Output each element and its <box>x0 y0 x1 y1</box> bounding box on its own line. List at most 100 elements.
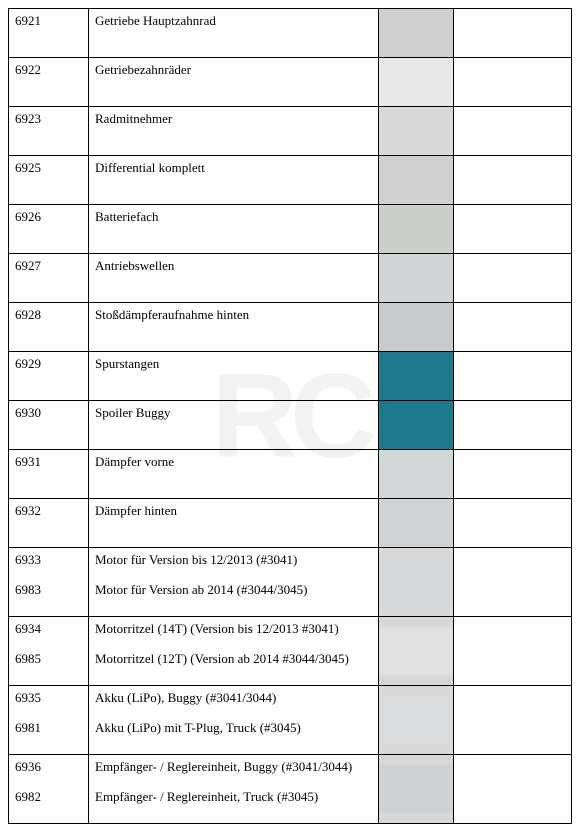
part-image-placeholder <box>379 696 453 744</box>
part-image-placeholder <box>379 58 453 106</box>
part-id-cell: 6921 <box>9 9 89 58</box>
part-desc: Dämpfer hinten <box>95 503 372 519</box>
part-id-cell: 6936 6982 <box>9 755 89 824</box>
padding-cell <box>454 107 572 156</box>
part-image-cell <box>379 450 454 499</box>
padding-cell <box>454 499 572 548</box>
part-image-placeholder <box>379 205 453 253</box>
part-image-cell <box>379 548 454 617</box>
part-desc-cell: Getriebe Hauptzahnrad <box>89 9 379 58</box>
part-desc: Differential komplett <box>95 160 372 176</box>
part-image-cell <box>379 303 454 352</box>
part-image-placeholder <box>379 558 453 606</box>
part-id-cell: 6923 <box>9 107 89 156</box>
part-id-cell: 6930 <box>9 401 89 450</box>
part-desc-cell: Motorritzel (14T) (Version bis 12/2013 #… <box>89 617 379 686</box>
part-image-cell <box>379 352 454 401</box>
table-row: 6927Antriebswellen <box>9 254 572 303</box>
part-desc-cell: Radmitnehmer <box>89 107 379 156</box>
part-id: 6922 <box>15 62 82 78</box>
part-id: 6981 <box>15 720 82 736</box>
padding-cell <box>454 156 572 205</box>
table-row: 6921 Getriebe Hauptzahnrad <box>9 9 572 58</box>
part-id: 6982 <box>15 789 82 805</box>
part-id: 6930 <box>15 405 82 421</box>
part-id: 6936 <box>15 759 82 775</box>
table-row: 6930Spoiler Buggy <box>9 401 572 450</box>
part-image-cell <box>379 9 454 58</box>
part-image-placeholder <box>379 401 453 449</box>
part-id-cell: 6925 <box>9 156 89 205</box>
table-row: 69356981 Akku (LiPo), Buggy (#3041/3044) A… <box>9 686 572 755</box>
table-row: 6931 Dämpfer vorne <box>9 450 572 499</box>
table-row: 6925 Differential komplett <box>9 156 572 205</box>
part-id-cell: 69356981 <box>9 686 89 755</box>
part-image-placeholder <box>379 254 453 302</box>
part-desc: Motor für Version ab 2014 (#3044/3045) <box>95 582 372 598</box>
padding-cell <box>454 254 572 303</box>
part-image-cell <box>379 401 454 450</box>
padding-cell <box>454 548 572 617</box>
part-desc: Stoßdämpferaufnahme hinten <box>95 307 372 323</box>
padding-cell <box>454 686 572 755</box>
part-image-cell <box>379 107 454 156</box>
part-image-cell <box>379 254 454 303</box>
part-image-placeholder <box>379 499 453 547</box>
part-id: 6934 <box>15 621 82 637</box>
part-image-placeholder <box>379 303 453 351</box>
part-image-placeholder <box>379 9 453 57</box>
part-desc: Getriebe Hauptzahnrad <box>95 13 372 29</box>
part-id: 6983 <box>15 582 82 598</box>
part-id: 6923 <box>15 111 82 127</box>
part-id: 6927 <box>15 258 82 274</box>
part-desc-cell: Empfänger- / Reglereinheit, Buggy (#3041… <box>89 755 379 824</box>
padding-cell <box>454 401 572 450</box>
table-row: 6929Spurstangen <box>9 352 572 401</box>
part-image-cell <box>379 499 454 548</box>
part-id-cell: 6928 <box>9 303 89 352</box>
part-image-cell <box>379 686 454 755</box>
part-id-cell: 6926 <box>9 205 89 254</box>
part-id: 6985 <box>15 651 82 667</box>
table-row: 6922Getriebezahnräder <box>9 58 572 107</box>
part-image-cell <box>379 755 454 824</box>
part-desc: Radmitnehmer <box>95 111 372 127</box>
part-desc: Akku (LiPo), Buggy (#3041/3044) <box>95 690 372 706</box>
part-desc: Motor für Version bis 12/2013 (#3041) <box>95 552 372 568</box>
padding-cell <box>454 58 572 107</box>
table-row: 6934 6985 Motorritzel (14T) (Version bis 1… <box>9 617 572 686</box>
part-desc: Motorritzel (12T) (Version ab 2014 #3044… <box>95 651 372 667</box>
part-desc: Akku (LiPo) mit T-Plug, Truck (#3045) <box>95 720 372 736</box>
part-desc-cell: Batteriefach <box>89 205 379 254</box>
part-image-placeholder <box>379 107 453 155</box>
part-desc: Batteriefach <box>95 209 372 225</box>
part-image-placeholder <box>379 156 453 204</box>
part-id: 6931 <box>15 454 82 470</box>
padding-cell <box>454 352 572 401</box>
part-desc-cell: Dämpfer vorne <box>89 450 379 499</box>
part-id-cell: 6934 6985 <box>9 617 89 686</box>
part-desc: Empfänger- / Reglereinheit, Buggy (#3041… <box>95 759 372 775</box>
part-id-cell: 6932 <box>9 499 89 548</box>
part-desc: Motorritzel (14T) (Version bis 12/2013 #… <box>95 621 372 637</box>
part-id-cell: 6929 <box>9 352 89 401</box>
part-image-cell <box>379 156 454 205</box>
part-image-placeholder <box>379 765 453 813</box>
table-row: 6928 Stoßdämpferaufnahme hinten <box>9 303 572 352</box>
part-id-cell: 6931 <box>9 450 89 499</box>
padding-cell <box>454 617 572 686</box>
part-id-cell: 69336983 <box>9 548 89 617</box>
part-id-cell: 6927 <box>9 254 89 303</box>
parts-table: 6921 Getriebe Hauptzahnrad 6922Getriebezah… <box>8 8 572 824</box>
part-image-cell <box>379 205 454 254</box>
part-desc-cell: Differential komplett <box>89 156 379 205</box>
part-image-placeholder <box>379 627 453 675</box>
table-row: 6923 Radmitnehmer <box>9 107 572 156</box>
part-image-placeholder <box>379 352 453 400</box>
table-row: 6936 6982 Empfänger- / Reglereinheit, Bugg… <box>9 755 572 824</box>
table-row: 6926 Batteriefach <box>9 205 572 254</box>
part-image-cell <box>379 617 454 686</box>
part-id: 6925 <box>15 160 82 176</box>
part-id: 6926 <box>15 209 82 225</box>
table-row: 69336983 Motor für Version bis 12/2013 (#… <box>9 548 572 617</box>
